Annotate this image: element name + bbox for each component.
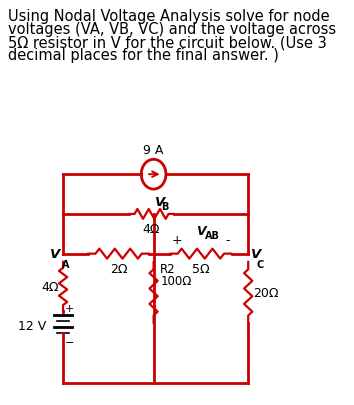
Text: Using Nodal Voltage Analysis solve for node: Using Nodal Voltage Analysis solve for n…	[8, 9, 330, 24]
Text: V: V	[251, 247, 261, 260]
Text: decimal places for the final answer. ): decimal places for the final answer. )	[8, 48, 279, 63]
Text: 4Ω: 4Ω	[41, 280, 59, 293]
Text: 4Ω: 4Ω	[143, 222, 160, 235]
Text: +: +	[172, 233, 182, 246]
Text: A: A	[62, 259, 70, 269]
Text: 9 A: 9 A	[143, 144, 164, 157]
Text: 20Ω: 20Ω	[253, 286, 279, 299]
Text: V: V	[155, 196, 165, 209]
Text: AB: AB	[205, 230, 220, 240]
Text: R2: R2	[160, 262, 176, 275]
Text: C: C	[256, 259, 264, 269]
Text: V: V	[196, 224, 206, 237]
Text: 12 V: 12 V	[18, 319, 47, 332]
Text: 100Ω: 100Ω	[160, 274, 192, 287]
Text: 2Ω: 2Ω	[110, 262, 127, 275]
Text: 5Ω resistor in V for the circuit below. (Use 3: 5Ω resistor in V for the circuit below. …	[8, 35, 327, 50]
Text: 5Ω: 5Ω	[192, 262, 210, 275]
Text: V: V	[50, 247, 60, 260]
Text: B: B	[161, 201, 169, 211]
Text: voltages (VA, VB, VC) and the voltage across: voltages (VA, VB, VC) and the voltage ac…	[8, 22, 336, 37]
Text: +: +	[65, 303, 74, 313]
Text: -: -	[225, 233, 230, 246]
Text: −: −	[65, 337, 74, 347]
